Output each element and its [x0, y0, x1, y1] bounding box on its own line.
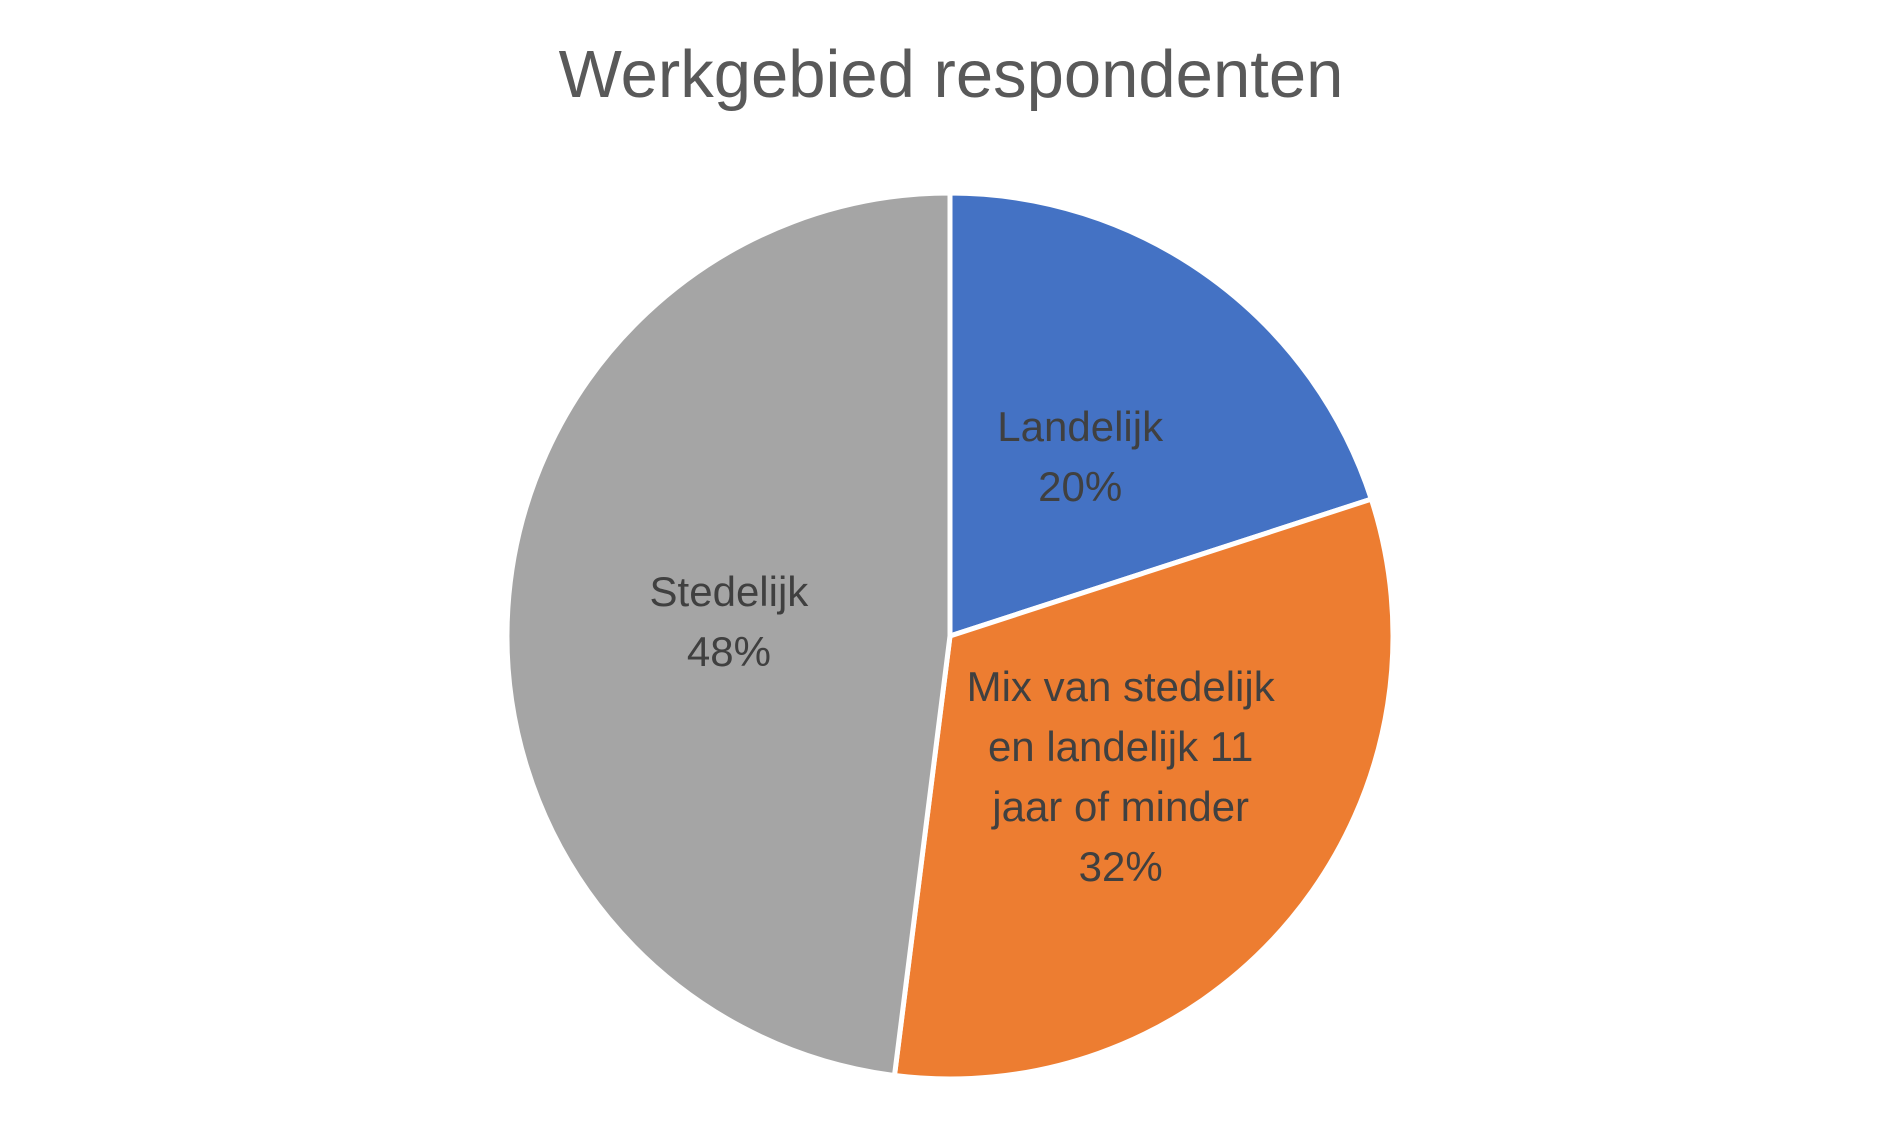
pie-slice-stedelijk — [504, 190, 953, 1079]
pie-slice-landelijk — [947, 190, 1374, 639]
chart-title: Werkgebied respondenten — [558, 37, 1344, 112]
pie-slice-mix-van-stedelijk-en-landelijk-11-jaar-of-minder — [891, 496, 1396, 1082]
